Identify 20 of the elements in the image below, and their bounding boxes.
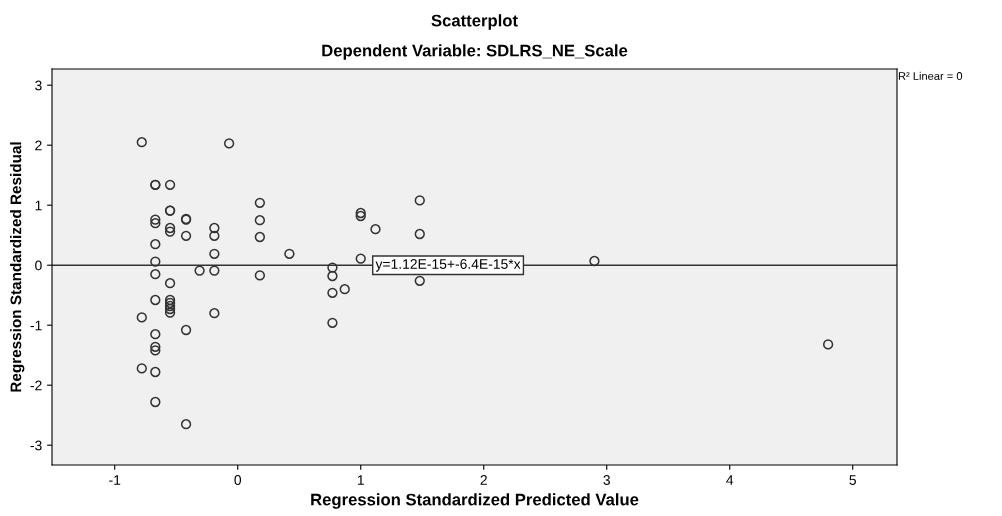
annotation: y=1.12E-15+-6.4E-15*x — [375, 259, 521, 272]
y-tick-label: 3 — [35, 80, 42, 91]
chart-title: Scatterplot — [431, 14, 518, 30]
y-tick-label: 1 — [35, 200, 42, 211]
x-tick-label: -1 — [109, 475, 121, 485]
text: R² Linear = 0 — [898, 71, 963, 80]
y-tick-label: -1 — [30, 320, 42, 331]
y-tick-label: 2 — [35, 140, 42, 151]
x-tick-label: 3 — [603, 475, 610, 485]
x-tick-label: 5 — [849, 475, 856, 485]
chart-subtitle: Dependent Variable: SDLRS_NE_Scale — [322, 44, 628, 60]
x-tick-label: 0 — [234, 475, 242, 485]
x-axis-title: Regression Standardized Predicted Value — [311, 493, 639, 509]
y-tick-label: -3 — [30, 440, 42, 451]
x-tick-label: 4 — [726, 475, 734, 485]
x-tick-label: 1 — [357, 475, 364, 485]
y-tick-label: 0 — [35, 260, 42, 271]
x-tick-label: 2 — [480, 475, 487, 485]
y-tick-label: -2 — [30, 380, 42, 391]
y-axis-title: Regression Standardized Residual — [10, 142, 25, 392]
